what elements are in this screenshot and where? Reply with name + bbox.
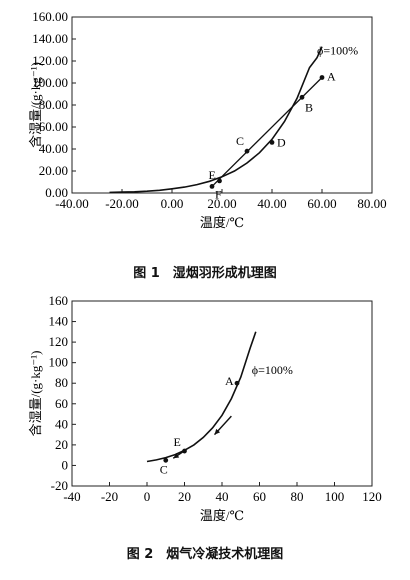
point-f <box>209 184 215 189</box>
y-tick-label: 60.00 <box>39 119 68 134</box>
curve-label: ϕ=100% <box>252 363 293 377</box>
saturation-curve <box>146 331 257 463</box>
point-e <box>182 448 187 454</box>
x-tick-label: -40 <box>63 489 80 504</box>
x-tick-label: -20.00 <box>105 196 139 211</box>
y-tick-label: 20 <box>55 437 68 452</box>
y-tick-label: 0 <box>62 457 69 472</box>
y-tick-label: 40.00 <box>39 141 68 156</box>
y-tick-label: 120 <box>49 334 69 349</box>
y-tick-label: 120.00 <box>32 53 68 68</box>
x-axis-label: 温度/℃ <box>200 508 244 523</box>
point-a <box>234 380 240 386</box>
x-tick-label: 40 <box>216 489 229 504</box>
x-tick-label: 80 <box>291 489 304 504</box>
y-tick-label: 80 <box>55 375 68 390</box>
point-label-d: D <box>277 135 286 149</box>
x-tick-label: 120 <box>362 489 382 504</box>
y-tick-label: 100.00 <box>32 75 68 90</box>
x-tick-label: 0 <box>144 489 151 504</box>
caption-figure-2: 图 2 烟气冷凝技术机理图 <box>126 547 284 562</box>
point-e <box>217 178 222 184</box>
arrow-head <box>173 453 180 459</box>
y-tick-label: 140 <box>49 314 69 329</box>
point-c <box>244 148 250 154</box>
point-c <box>163 457 169 463</box>
y-tick-label: 160.00 <box>32 9 68 24</box>
point-b <box>299 94 305 100</box>
y-tick-label: 80.00 <box>39 97 68 112</box>
y-axis-label: 含湿量/(g·kg⁻¹) <box>28 62 43 148</box>
point-label-a: A <box>225 374 234 388</box>
y-tick-label: 0.00 <box>45 185 68 200</box>
point-label-b: B <box>305 100 313 114</box>
chart-humid-plume: -40.00 -20.00 0.00 20.00 40.00 60.00 80.00 0.00… <box>28 9 387 230</box>
x-tick-label: 60.00 <box>307 196 336 211</box>
y-tick-label: 40 <box>55 416 68 431</box>
y-axis-label: 含湿量/(g·kg⁻¹) <box>28 351 43 437</box>
x-tick-label: 100 <box>325 489 345 504</box>
x-tick-label: 40.00 <box>257 196 286 211</box>
y-tick-label: -20 <box>51 478 68 493</box>
x-tick-label: 80.00 <box>357 196 386 211</box>
y-tick-label: 60 <box>55 396 68 411</box>
y-tick-label: 160 <box>49 293 69 308</box>
curve-label: ϕ=100% <box>317 44 358 58</box>
mixing-line <box>211 77 323 187</box>
chart-flue-gas-condensation: -40 -20 0 20 40 60 80 100 120-200204060801001201… <box>28 293 382 523</box>
figure-page: -40.00 -20.00 0.00 20.00 40.00 60.00 80.00 0.00… <box>28 9 387 562</box>
caption-figure-1: 图 1 湿烟羽形成机理图 <box>133 266 277 281</box>
point-label-c: C <box>160 462 168 476</box>
point-label-e: E <box>209 168 216 182</box>
point-a <box>319 75 325 80</box>
point-label-c: C <box>236 134 244 148</box>
y-tick-label: 100 <box>49 355 69 370</box>
y-tick-label: 20.00 <box>39 163 68 178</box>
x-tick-label: 0.00 <box>161 196 184 211</box>
plot-frame <box>71 300 373 487</box>
point-d <box>269 140 275 145</box>
point-label-f: F <box>215 187 222 201</box>
point-label-a: A <box>327 70 336 84</box>
x-tick-label: 60 <box>253 489 266 504</box>
x-tick-label: -40.00 <box>55 196 89 211</box>
x-tick-label: 20 <box>178 489 191 504</box>
y-tick-label: 140.00 <box>32 31 68 46</box>
x-axis-label: 温度/℃ <box>200 215 244 230</box>
x-tick-label: -20 <box>101 489 118 504</box>
point-label-e: E <box>174 435 181 449</box>
x-tick-label: 20.00 <box>207 196 236 211</box>
arrow-head <box>214 428 221 435</box>
